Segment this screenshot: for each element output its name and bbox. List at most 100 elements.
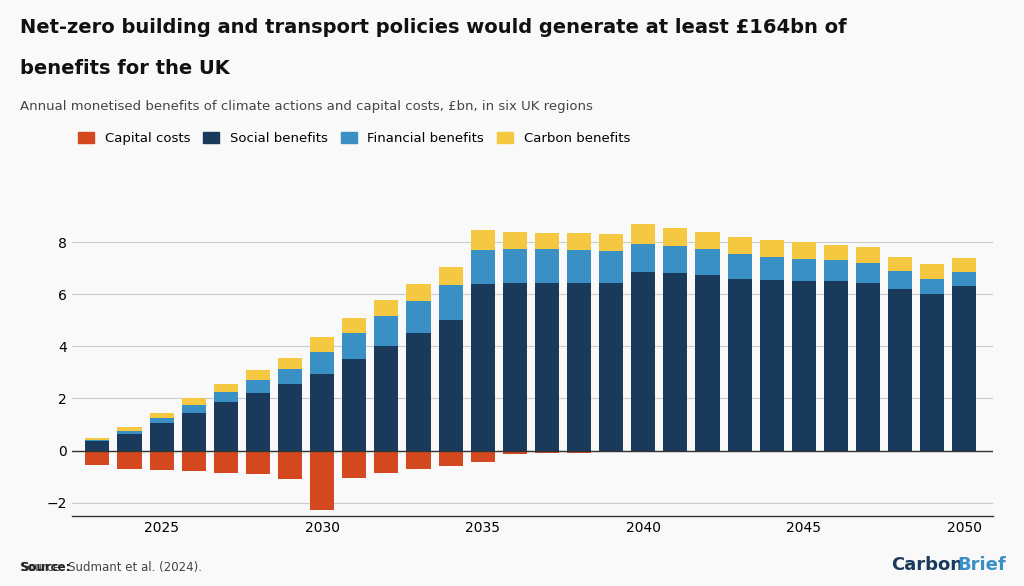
Bar [695,275,720,451]
Bar [150,451,174,470]
Bar [150,418,174,423]
Text: Source:: Source: [20,561,71,574]
Bar [599,451,624,452]
Text: Net-zero building and transport policies would generate at least £164bn of: Net-zero building and transport policies… [20,18,847,36]
Bar [888,271,912,289]
Text: Source: Sudmant et al. (2024).: Source: Sudmant et al. (2024). [20,561,203,574]
Bar [760,240,783,257]
Bar [85,441,110,451]
Bar [407,451,430,469]
Bar [246,370,270,380]
Bar [792,281,816,451]
Bar [695,451,720,452]
Text: Carbon: Carbon [891,556,963,574]
Bar [952,258,977,272]
Bar [728,254,752,279]
Bar [567,233,591,250]
Bar [599,282,624,451]
Bar [535,451,559,453]
Bar [921,279,944,294]
Bar [503,451,527,455]
Bar [631,224,655,244]
Bar [535,282,559,451]
Bar [342,359,367,451]
Bar [888,257,912,271]
Bar [824,451,848,452]
Bar [567,282,591,451]
Legend: Capital costs, Social benefits, Financial benefits, Carbon benefits: Capital costs, Social benefits, Financia… [78,132,630,145]
Bar [921,451,944,452]
Bar [342,318,367,333]
Bar [921,294,944,451]
Bar [535,233,559,248]
Bar [438,267,463,285]
Bar [792,259,816,281]
Bar [214,392,238,403]
Bar [375,316,398,346]
Bar [438,451,463,466]
Bar [856,263,880,282]
Bar [760,451,783,452]
Bar [695,232,720,248]
Bar [664,451,687,452]
Bar [85,451,110,465]
Bar [181,413,206,451]
Bar [856,247,880,263]
Bar [278,384,302,451]
Bar [310,338,334,352]
Bar [631,272,655,451]
Bar [214,384,238,392]
Bar [85,440,110,441]
Bar [118,434,141,451]
Bar [921,264,944,279]
Bar [664,274,687,451]
Bar [278,357,302,369]
Bar [631,244,655,272]
Bar [888,289,912,451]
Bar [856,451,880,452]
Bar [310,451,334,510]
Bar [471,250,495,284]
Bar [181,405,206,413]
Bar [471,230,495,250]
Bar [118,431,141,434]
Bar [760,257,783,280]
Bar [85,438,110,440]
Bar [952,451,977,452]
Bar [535,248,559,282]
Bar [728,237,752,254]
Bar [792,242,816,259]
Text: Brief: Brief [957,556,1007,574]
Bar [503,232,527,248]
Bar [150,423,174,451]
Bar [567,250,591,282]
Bar [599,234,624,251]
Text: benefits for the UK: benefits for the UK [20,59,230,77]
Bar [471,451,495,462]
Bar [407,301,430,333]
Bar [567,451,591,452]
Bar [278,451,302,479]
Bar [375,299,398,316]
Bar [342,451,367,478]
Bar [246,393,270,451]
Bar [407,284,430,301]
Bar [150,413,174,418]
Bar [888,451,912,452]
Bar [375,346,398,451]
Bar [342,333,367,359]
Bar [664,246,687,274]
Bar [728,451,752,452]
Bar [856,282,880,451]
Bar [695,248,720,275]
Bar [792,451,816,452]
Bar [246,380,270,393]
Bar [214,403,238,451]
Bar [438,285,463,321]
Bar [214,451,238,473]
Bar [438,321,463,451]
Bar [824,281,848,451]
Bar [375,451,398,473]
Text: Annual monetised benefits of climate actions and capital costs, £bn, in six UK r: Annual monetised benefits of climate act… [20,100,593,113]
Bar [407,333,430,451]
